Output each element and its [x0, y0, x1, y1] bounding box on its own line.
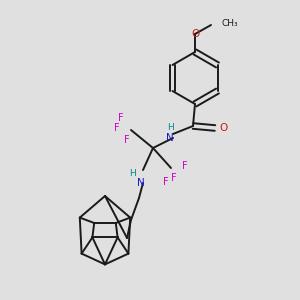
- Text: F: F: [171, 173, 177, 183]
- Text: F: F: [163, 177, 169, 187]
- Text: F: F: [124, 135, 130, 145]
- Text: N: N: [137, 178, 145, 188]
- Text: F: F: [182, 161, 188, 171]
- Text: F: F: [114, 123, 120, 133]
- Text: H: H: [130, 169, 136, 178]
- Text: F: F: [118, 113, 124, 123]
- Text: N: N: [166, 133, 174, 143]
- Text: O: O: [219, 123, 227, 133]
- Text: CH₃: CH₃: [221, 19, 238, 28]
- Text: H: H: [167, 122, 173, 131]
- Text: O: O: [191, 29, 199, 39]
